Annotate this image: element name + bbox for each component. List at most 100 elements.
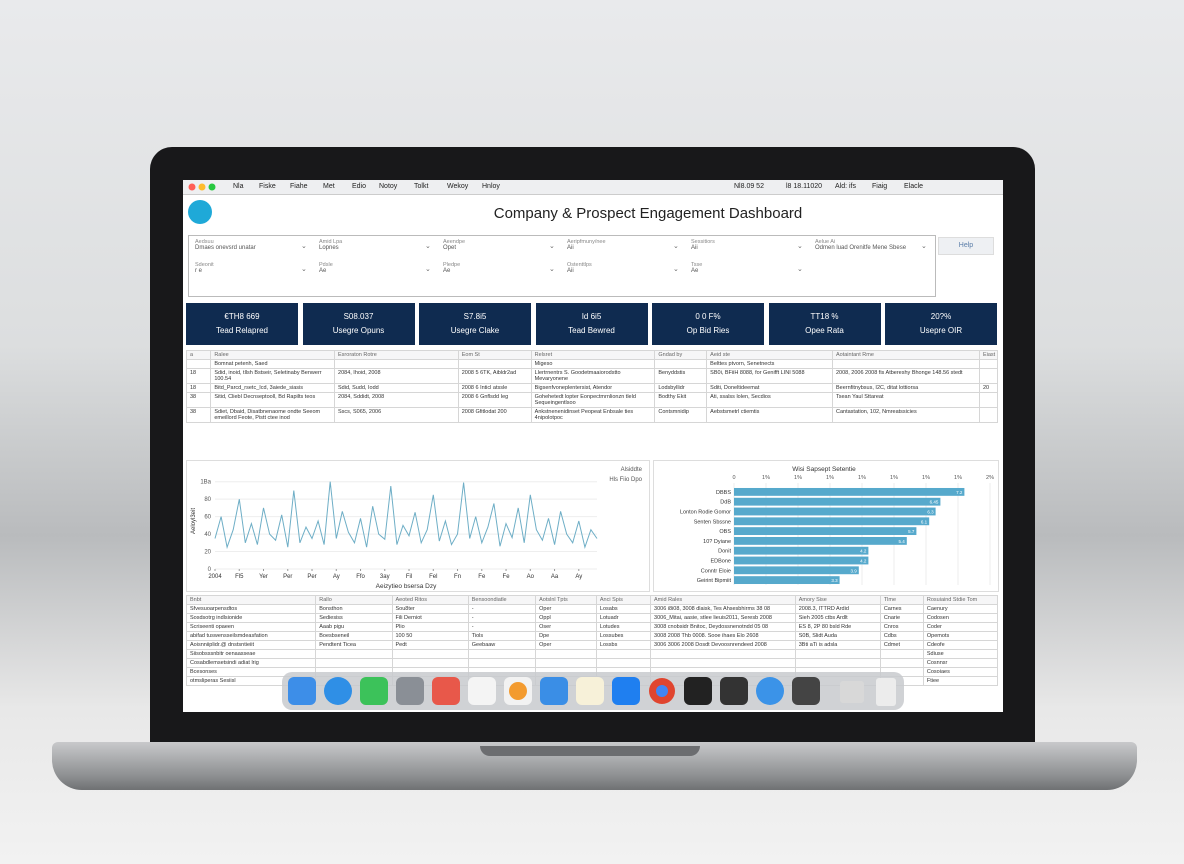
dropdown-arrow: ⌄: [797, 243, 803, 250]
table-cell: 3Bti aTi is adsla: [794, 640, 881, 650]
filter: Ostenttlps Aii: [567, 262, 675, 274]
legend-entry: Alsiddte: [621, 467, 643, 473]
filter-value: Aii: [567, 268, 574, 274]
table-cell: 2084, Ihoid, 2008: [334, 368, 459, 384]
table-row: 18 Bitd_Parcd_rsetc_Icd, 3aiede_siasis Sdi…: [185, 383, 999, 393]
dropdown-arrow: ⌄: [549, 243, 555, 250]
table-cell: Sediesiss: [315, 613, 393, 623]
x-tick-label: 1%: [794, 475, 802, 481]
filter-value: r e: [195, 268, 203, 274]
status-item: l8 18.11020: [786, 183, 823, 190]
dropdown-arrow: ⌄: [797, 266, 803, 273]
x-tick-label: 1%: [762, 475, 770, 481]
filter: Tsse Ae: [691, 262, 799, 274]
table-cell: [315, 658, 393, 668]
table-cell: Ati, ssalss lolen, Secdios: [706, 392, 833, 408]
filter-label: Aeendpe: [443, 239, 466, 245]
table-cell: [978, 359, 999, 369]
table-cell: [831, 359, 980, 369]
x-tick-label: Per: [283, 574, 292, 580]
filter-value: Dmaes onevsrd unatar: [195, 245, 256, 251]
table-cell: Cosabdlemsetsindi adiat lrig: [185, 658, 317, 668]
table-cell: Migeso: [530, 359, 656, 369]
x-tick-label: 1%: [890, 475, 898, 481]
column-header: Amory Sise: [794, 595, 881, 605]
table-cell: Sdid, inoid, tllsh Bstseir, Seletinaby B…: [210, 368, 336, 384]
table-cell: 2008 6 Inticl atssle: [457, 383, 532, 393]
column-header: Amid Rales: [650, 595, 796, 605]
table-cell: Aoisnniiplidr.@ dnstsntieiit: [185, 640, 317, 650]
table-cell: 100 50: [391, 631, 469, 641]
dock: [282, 672, 904, 710]
kpi-value: 20?%: [930, 312, 952, 321]
table-cell: 3006_Mitai, aasie, stlee lieuis2011, Ser…: [650, 613, 796, 623]
x-tick-label: Fil: [406, 574, 412, 580]
filter: Aeripfmuny/nee Aii: [567, 239, 675, 251]
table-cell: [978, 368, 999, 384]
value-label: 5.4: [899, 539, 906, 544]
bar: [734, 566, 859, 575]
table-row: abifad tuswensseilsmdeasfation Boesbsenei…: [185, 631, 999, 641]
table-cell: Ankstnenenidinset Peopeat Enbsale ties 4…: [530, 407, 656, 423]
y-tick-label: 40: [204, 532, 211, 538]
table-cell: Cosoiaes: [922, 667, 999, 677]
table-cell: Lodsbyllidr: [654, 383, 708, 393]
table-cell: [595, 658, 652, 668]
column-header: Aotslnl Tpts: [535, 595, 597, 605]
bar: [734, 527, 917, 536]
column-header: Aotaintant Rme: [831, 350, 980, 360]
table-cell: Contsmnidip: [654, 407, 708, 423]
table-row: Scriseenti opaeen Aaab pigu Plio - Oser Lotud…: [185, 622, 999, 632]
table-row: Aoisnniiplidr.@ dnstsntieiit Pendtent Tic…: [185, 640, 999, 650]
category-label: OBS: [719, 529, 731, 535]
table-cell: Cdeofe: [922, 640, 999, 650]
column-header: Ralee: [210, 350, 336, 360]
table-cell: Sfvesuoarpensdtos: [185, 604, 317, 614]
filter-value: Ae: [319, 268, 327, 274]
x-tick-label: Fe: [503, 574, 511, 580]
kpi-value: S7.8i5: [463, 312, 487, 321]
table-row: 18 Sdid, inoid, tllsh Bstseir, Seletinaby…: [185, 368, 999, 384]
table-cell: 18: [185, 368, 212, 384]
filter: Pdsle Ae: [319, 262, 427, 274]
table-row: 38 Sdiet, Dbaid, Disatbnenaome ondte Seeo…: [185, 407, 999, 423]
table-cell: [879, 649, 924, 659]
table-cell: Bonsthon: [315, 604, 393, 614]
kpi-card: S08.037 Usegre Opuns: [302, 303, 415, 345]
table-cell: [650, 649, 796, 659]
menu-item: Notoy: [379, 183, 398, 190]
table-cell: [794, 658, 881, 668]
column-header: Rosuiaind Stdie Tom: [922, 595, 999, 605]
table-cell: Sou8ter: [391, 604, 469, 614]
help-button[interactable]: Help: [938, 237, 994, 255]
table-cell: [650, 658, 796, 668]
filter-value: Opet: [443, 245, 457, 251]
filter-panel: Aedsuu Dmaes onevsrd unatar ⌄ Amid Lpa Lopne…: [188, 235, 936, 297]
value-label: 5.7: [908, 529, 915, 534]
bar-chart: Wisi Sapsept Setentie 0 1% 1% 1% 1% 1% 1% 1% 2% DB…: [653, 460, 999, 592]
category-label: 10? Dyiane: [703, 539, 731, 545]
table-cell: 3006 3006 2008 Dosdt Devoosnrendeed 2008: [650, 640, 796, 650]
bar: [734, 487, 965, 496]
table-cell: SB0i, BFiiH 8088, for Genifft LINI 5088: [706, 368, 833, 384]
category-label: Conntr Eloie: [701, 568, 731, 574]
category-label: Lonton Rodie Gomor: [680, 510, 731, 516]
column-header: Rallo: [315, 595, 393, 605]
value-label: 6.1: [921, 519, 928, 524]
table-cell: Geebaaw: [467, 640, 537, 650]
filter-value: Ae: [691, 268, 699, 274]
table-cell: Gohehetedt lopter Eonpectmrnlionzn tleld…: [530, 392, 656, 408]
column-header: Aeoted Ritos: [391, 595, 469, 605]
chart-title: Wisi Sapsept Setentie: [792, 466, 856, 473]
x-tick-label: 1%: [954, 475, 962, 481]
column-header: Eiast: [978, 350, 999, 360]
table-cell: Cdmet: [879, 640, 924, 650]
menu-item: Tolkt: [414, 183, 429, 190]
table-cell: ES 8, 2P 80 bsld Rde: [794, 622, 881, 632]
table-cell: Sdiet, Dbaid, Disatbnenaome ondte Seeom …: [210, 407, 336, 423]
x-tick-label: 1%: [922, 475, 930, 481]
table-cell: 18: [185, 383, 212, 393]
filter-value: Lopnes: [319, 245, 339, 251]
table-cell: Cnarie: [879, 613, 924, 623]
